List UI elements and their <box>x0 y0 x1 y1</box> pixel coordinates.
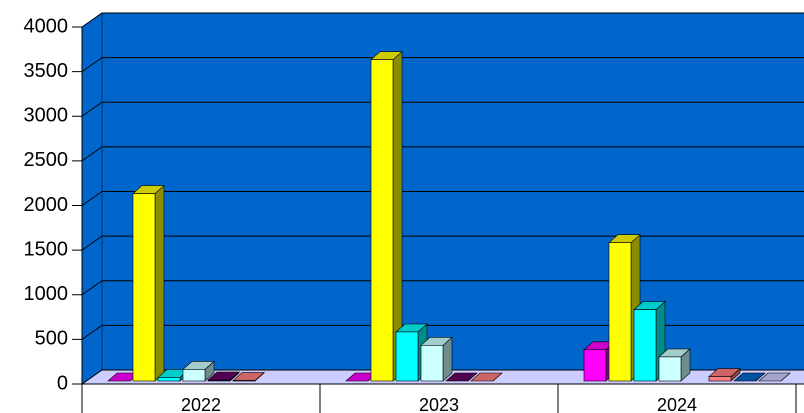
bar-face <box>708 376 732 382</box>
bar-face <box>658 356 682 382</box>
y-tick-label: 3000 <box>24 105 69 127</box>
bar <box>470 372 503 382</box>
bar-face <box>132 193 156 382</box>
y-tick-label: 4000 <box>24 15 69 37</box>
bar-face <box>445 372 478 382</box>
grid-line <box>81 324 804 340</box>
grid-line <box>81 101 804 117</box>
grid-line <box>81 280 804 296</box>
grid-line <box>81 191 804 206</box>
grid-line <box>81 369 804 385</box>
bar <box>733 372 766 382</box>
bar-face <box>583 349 607 382</box>
bar <box>758 372 791 382</box>
bar <box>370 51 403 382</box>
y-tick-label: 1500 <box>24 238 69 260</box>
bar-face <box>370 59 394 382</box>
x-tick-label: 2022 <box>181 395 221 413</box>
bar-face <box>182 369 206 382</box>
grid-line <box>81 57 804 73</box>
bar <box>132 184 165 382</box>
grid-line <box>81 12 804 28</box>
x-tick-label: 2024 <box>657 395 697 413</box>
grid-line <box>81 146 804 162</box>
bar <box>708 367 741 382</box>
bar-face <box>633 309 657 382</box>
bar <box>207 371 240 382</box>
bar-face <box>420 344 444 382</box>
bar-face <box>395 331 419 382</box>
grid-line <box>81 235 804 251</box>
bar-face <box>157 377 181 382</box>
bar-face <box>207 379 231 382</box>
y-tick-label: 1000 <box>24 283 69 305</box>
y-tick-label: 500 <box>35 328 68 350</box>
x-tick-label: 2023 <box>419 395 459 413</box>
bar <box>445 372 478 382</box>
bar-face <box>758 372 791 382</box>
bar-face <box>608 242 632 382</box>
bar <box>232 371 265 382</box>
bar-face <box>154 184 165 382</box>
y-tick-label: 3500 <box>24 60 69 82</box>
bar-face <box>470 372 503 382</box>
bar <box>420 336 453 382</box>
y-tick-label: 0 <box>57 372 68 394</box>
bar-face <box>733 372 766 382</box>
y-tick-label: 2500 <box>24 149 69 171</box>
bar <box>182 360 215 382</box>
y-tick-label: 2000 <box>24 194 69 216</box>
bar <box>658 348 691 382</box>
